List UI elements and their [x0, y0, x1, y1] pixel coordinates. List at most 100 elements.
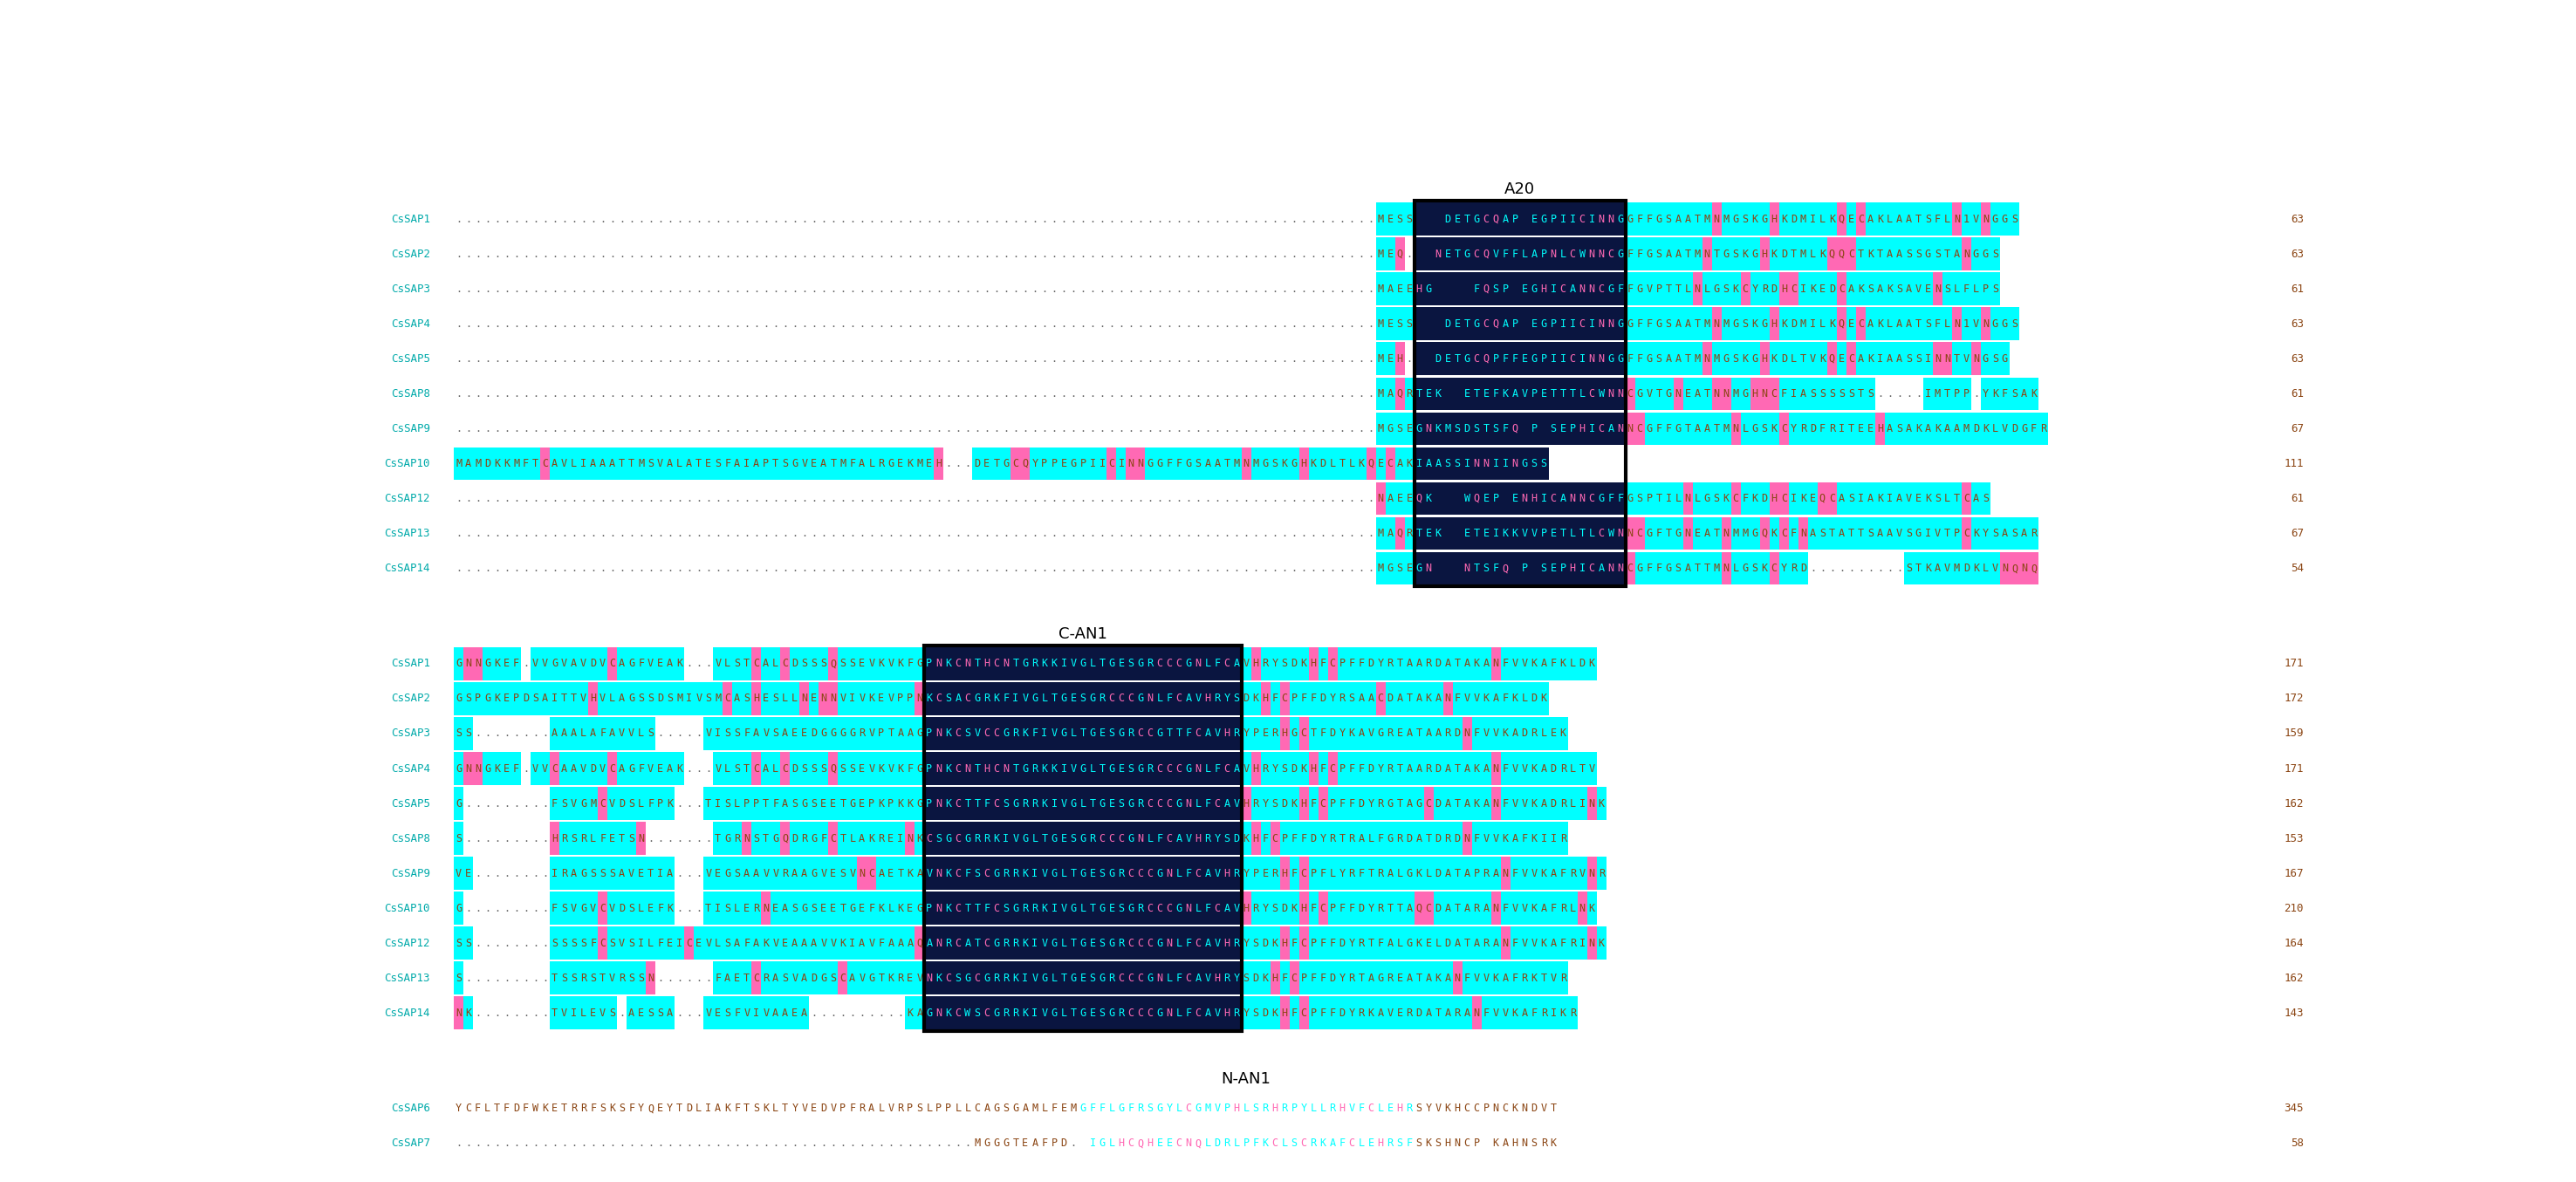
Text: .: . [523, 423, 528, 434]
Bar [1932, 343, 1942, 375]
Text: A: A [858, 457, 866, 469]
Text: .: . [1311, 284, 1316, 294]
Text: .: . [1051, 528, 1056, 539]
Bar [1136, 962, 1146, 994]
Text: .: . [495, 798, 500, 810]
Bar [1386, 413, 1396, 446]
Text: .: . [513, 248, 520, 260]
Text: .: . [1002, 318, 1010, 330]
Bar [1386, 996, 1396, 1030]
Text: .: . [495, 868, 500, 879]
Text: C: C [600, 798, 605, 810]
Bar [1502, 857, 1510, 890]
Bar [981, 892, 992, 924]
Text: .: . [1146, 563, 1154, 574]
Text: E: E [502, 658, 510, 669]
Text: R: R [1561, 903, 1566, 914]
Text: F: F [1502, 693, 1510, 704]
Text: .: . [1329, 423, 1337, 434]
Text: C: C [1463, 1103, 1471, 1115]
Text: P: P [1473, 868, 1479, 879]
Bar [848, 892, 858, 924]
Text: T: T [696, 457, 701, 469]
Text: .: . [533, 388, 538, 400]
Text: .: . [685, 248, 693, 260]
Text: .: . [1329, 353, 1337, 364]
Bar [1108, 892, 1115, 924]
Bar [1654, 413, 1664, 446]
Text: .: . [1069, 563, 1077, 574]
Bar [647, 648, 654, 680]
Text: S: S [1396, 214, 1404, 225]
Bar [1481, 717, 1492, 751]
Text: A: A [1896, 353, 1901, 364]
Bar [1538, 787, 1548, 820]
Bar [1510, 682, 1520, 715]
Text: A: A [1206, 1007, 1211, 1019]
Text: .: . [783, 353, 788, 364]
Text: R: R [1139, 798, 1144, 810]
Bar [742, 787, 752, 820]
Text: P: P [1291, 693, 1298, 704]
Text: Y: Y [1329, 693, 1337, 704]
Text: E: E [1386, 1103, 1394, 1115]
Text: I: I [1041, 728, 1048, 739]
Bar [1386, 202, 1396, 235]
Text: K: K [868, 832, 876, 844]
Bar [1558, 552, 1569, 585]
Text: I: I [1589, 423, 1595, 434]
Text: .: . [1368, 214, 1373, 225]
Bar [1386, 1126, 1396, 1160]
Text: N: N [1244, 457, 1249, 469]
Text: I: I [1540, 493, 1548, 505]
Bar [1664, 307, 1674, 340]
Text: G: G [840, 728, 845, 739]
Text: N: N [1607, 318, 1615, 330]
Text: .: . [1175, 388, 1182, 400]
Text: F: F [734, 1103, 739, 1115]
Bar [1164, 927, 1175, 960]
Text: V: V [562, 1007, 567, 1019]
Text: .: . [724, 284, 732, 294]
Text: R: R [1329, 1103, 1337, 1115]
Text: D: D [1829, 284, 1834, 294]
Bar [1569, 857, 1577, 890]
Bar [752, 927, 760, 960]
Text: D: D [1262, 937, 1267, 949]
Bar [963, 892, 974, 924]
Text: Y: Y [1244, 728, 1249, 739]
Bar [1932, 413, 1942, 446]
Bar [1510, 1092, 1520, 1125]
Text: .: . [858, 284, 866, 294]
Text: .: . [1023, 563, 1028, 574]
Bar [1097, 717, 1108, 751]
Text: .: . [513, 903, 520, 914]
Bar [1914, 238, 1924, 271]
Bar [1471, 821, 1481, 855]
Text: V: V [572, 903, 577, 914]
Text: A: A [1597, 563, 1605, 574]
Text: .: . [1358, 388, 1365, 400]
Text: F: F [963, 868, 971, 879]
Text: G: G [724, 868, 732, 879]
Text: .: . [562, 563, 567, 574]
Text: .: . [801, 423, 806, 434]
Bar [559, 927, 569, 960]
Bar [1960, 517, 1971, 550]
Bar [1291, 752, 1298, 785]
Text: .: . [541, 973, 549, 983]
Text: K: K [1829, 214, 1834, 225]
Bar [1386, 821, 1396, 855]
Bar [1703, 517, 1713, 550]
Text: V: V [1473, 973, 1479, 983]
Text: C: C [1628, 388, 1633, 400]
Text: .: . [541, 832, 549, 844]
Bar [520, 447, 531, 480]
Bar [1291, 996, 1298, 1030]
Text: K: K [878, 798, 884, 810]
Text: C: C [840, 973, 845, 983]
Text: A: A [791, 868, 799, 879]
Bar [1492, 752, 1502, 785]
Bar [1358, 447, 1365, 480]
Text: A: A [590, 457, 595, 469]
